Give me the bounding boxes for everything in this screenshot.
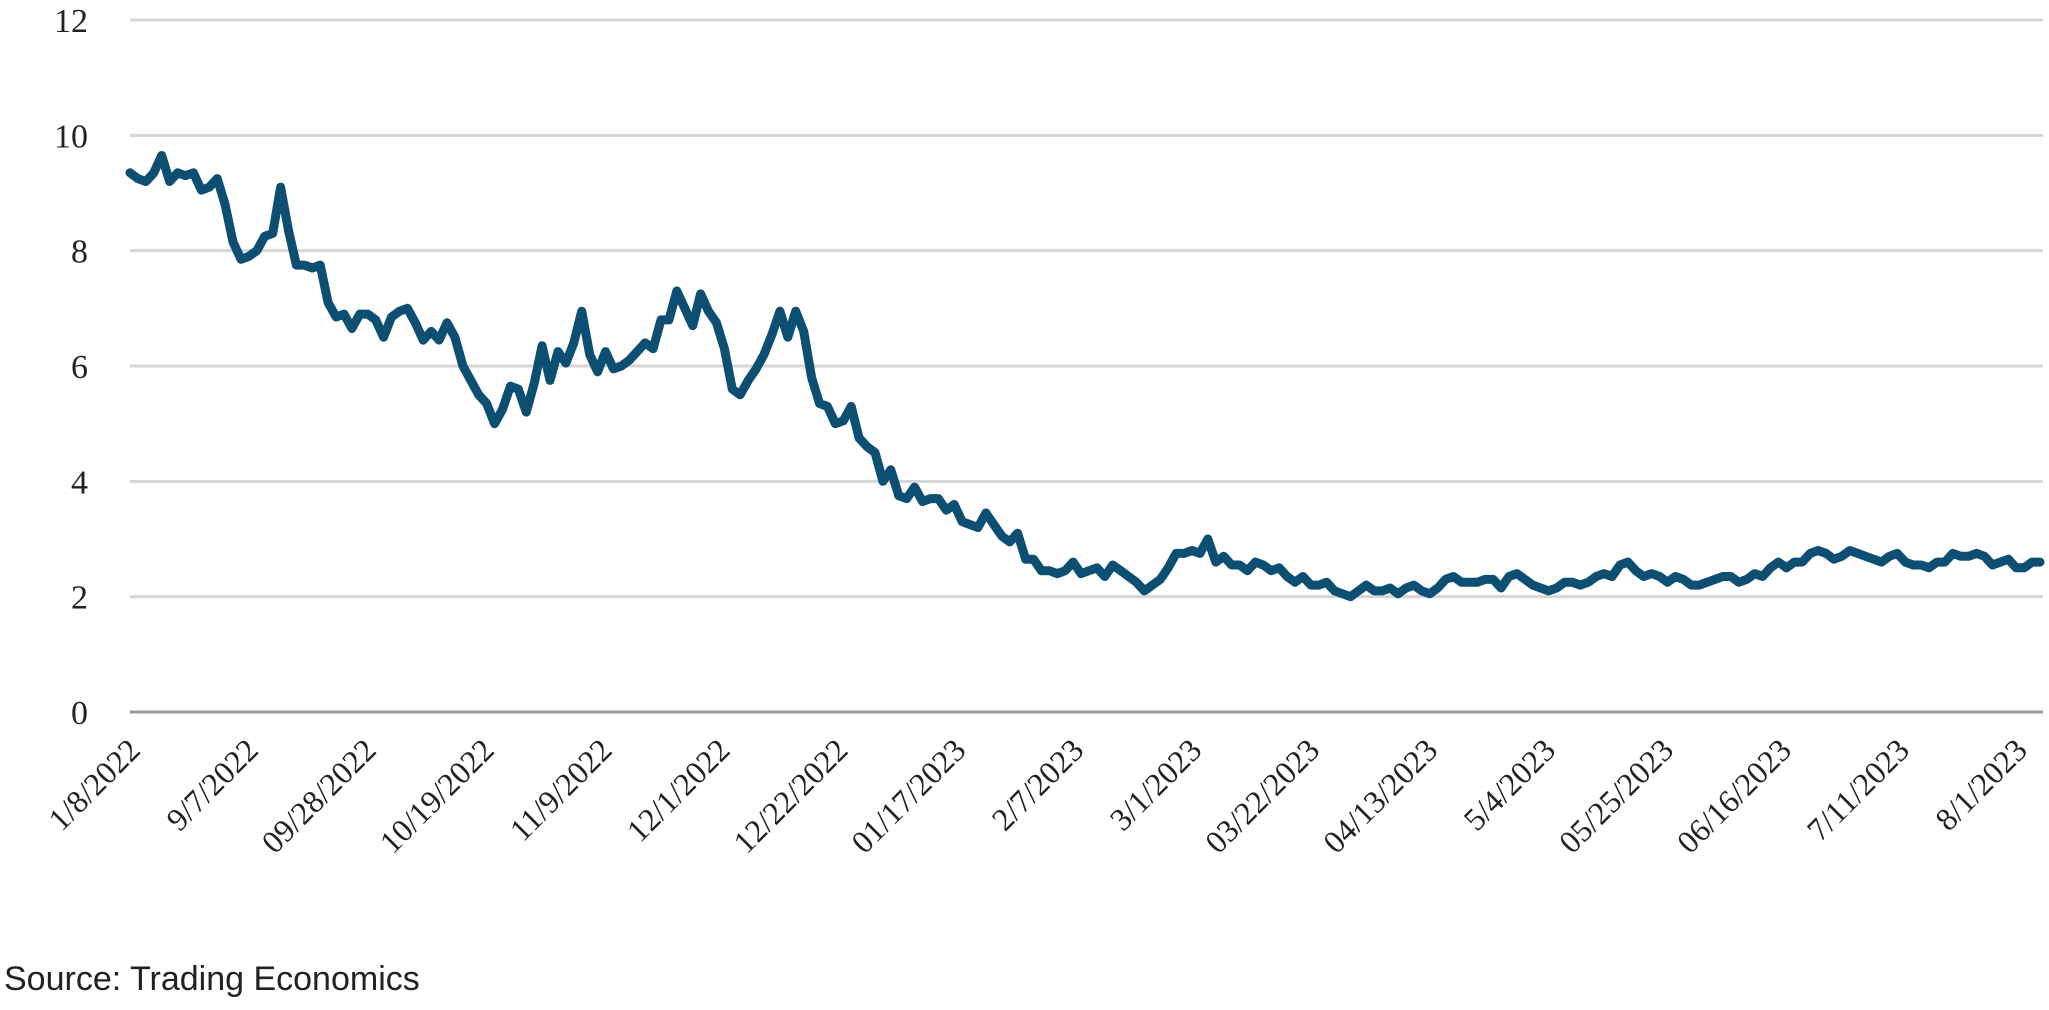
x-tick-label: 04/13/2023 [1316,731,1445,860]
y-tick-label: 8 [71,234,88,271]
y-tick-label: 2 [71,580,88,617]
x-tick-label: 3/1/2023 [1102,731,1208,837]
x-tick-label: 2/7/2023 [985,731,1091,837]
y-tick-label: 12 [54,3,88,40]
x-tick-label: 1/8/2022 [41,731,147,837]
gridlines [130,18,2043,599]
x-tick-label: 09/28/2022 [254,731,383,860]
x-tick-label: 12/22/2022 [726,731,855,860]
y-tick-label: 4 [71,464,88,501]
series-line [125,151,2045,602]
x-tick-label: 7/11/2023 [1800,731,1916,847]
y-axis-tick-labels: 0 2 4 6 8 10 12 [54,3,88,732]
source-note: Source: Trading Economics [4,960,420,998]
y-tick-label: 6 [71,349,88,386]
x-tick-label: 11/9/2022 [502,731,618,847]
x-tick-label: 05/25/2023 [1552,731,1681,860]
x-tick-label: 8/1/2023 [1928,731,2034,837]
y-tick-label: 10 [54,118,88,155]
x-tick-label: 9/7/2022 [159,731,265,837]
x-tick-label: 10/19/2022 [372,731,501,860]
x-tick-label: 5/4/2023 [1456,731,1562,837]
x-tick-label: 01/17/2023 [844,731,973,860]
x-tick-label: 12/1/2022 [619,731,736,848]
x-tick-label: 03/22/2023 [1198,731,1327,860]
y-tick-label: 0 [71,695,88,732]
x-tick-label: 06/16/2023 [1670,731,1799,860]
